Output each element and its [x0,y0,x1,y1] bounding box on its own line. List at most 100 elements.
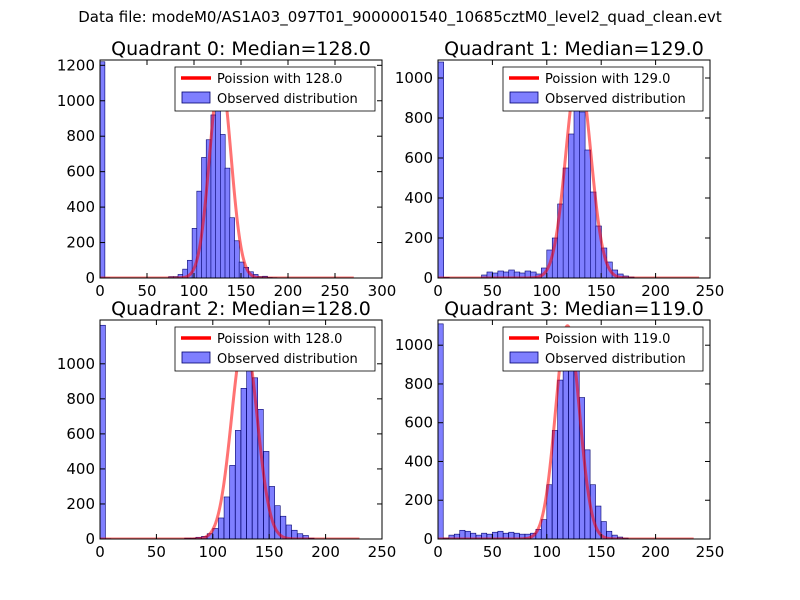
axes-frame [437,59,711,279]
poisson-curve [100,336,361,539]
x-tick-label: 150 [227,282,256,300]
histogram-bar [234,240,240,278]
y-tick-label: 400 [66,198,95,216]
legend-label-poisson: Poission with 119.0 [545,332,670,347]
x-tick-label: 200 [274,282,303,300]
axes-frame [437,319,711,540]
histogram-bar [229,465,236,539]
x-tick-label: 0 [95,543,105,561]
y-tick-label: 0 [85,269,95,287]
y-tick-label: 1000 [57,92,95,110]
y-tick-label: 200 [66,495,95,513]
x-tick-label: 0 [433,282,443,300]
y-tick-label: 1000 [395,336,433,354]
legend-frame [174,326,376,372]
histogram-bar [562,344,569,539]
x-tick-label: 200 [641,543,670,561]
histogram-bar [573,97,580,278]
x-tick-label: 250 [321,282,350,300]
x-tick-label: 50 [483,543,502,561]
legend-frame [174,66,376,112]
y-tick-label: 0 [423,530,433,548]
x-tick-label: 50 [483,282,502,300]
x-tick-label: 200 [641,282,670,300]
y-tick-label: 600 [66,163,95,181]
histogram-bar [220,134,226,278]
legend-frame [502,326,704,372]
y-tick-label: 200 [404,229,433,247]
subplot-quadrant-1: 0 50 100 150 200 250 0 200 400 600 800 1000 Quadrant… [395,38,725,300]
legend-label-poisson: Poission with 128.0 [217,332,342,347]
x-tick-label: 150 [255,543,284,561]
legend-label-observed: Observed distribution [545,92,686,107]
legend-label-poisson: Poission with 128.0 [217,72,342,87]
subplot-title: Quadrant 1: Median=129.0 [444,38,704,60]
subplot-quadrant-0: 0 50 100 150 200 250 300 0 200 400 600 800 1000 1200 Q… [57,38,397,300]
legend: Poission with 119.0 Observed distribution [502,326,704,372]
legend: Poission with 128.0 Observed distribution [174,326,376,372]
histogram-bar [438,61,444,278]
y-tick-label: 600 [66,425,95,443]
x-tick-label: 250 [368,543,397,561]
y-tick-label: 0 [423,269,433,287]
y-tick-label: 0 [85,530,95,548]
histogram-bar [579,111,586,278]
histogram-bar [229,217,235,278]
legend-frame [502,66,704,112]
subplot-title: Quadrant 3: Median=119.0 [444,298,704,320]
subplot-quadrant-2: 0 50 100 150 200 250 0 200 400 600 800 1000 Quadrant… [57,298,397,561]
y-tick-label: 800 [404,109,433,127]
legend-hist-swatch [509,351,539,364]
histogram-bar [100,61,106,278]
x-tick-label: 200 [311,543,340,561]
x-tick-label: 300 [368,282,397,300]
x-tick-label: 250 [696,543,725,561]
y-tick-label: 1000 [395,69,433,87]
histogram-bar [100,324,106,539]
legend-hist-swatch [181,351,211,364]
y-tick-label: 800 [404,375,433,393]
x-tick-label: 100 [180,282,209,300]
legend-label-poisson: Poission with 129.0 [545,72,670,87]
histogram-bar [235,430,242,539]
legend-label-observed: Observed distribution [217,352,358,367]
subplot-title: Quadrant 2: Median=128.0 [111,298,371,320]
y-tick-label: 400 [404,189,433,207]
legend: Poission with 128.0 Observed distribution [174,66,376,112]
x-tick-label: 150 [587,282,616,300]
y-tick-label: 800 [66,127,95,145]
legend-hist-swatch [181,91,211,104]
y-tick-label: 1000 [57,355,95,373]
y-tick-label: 200 [404,491,433,509]
legend-label-observed: Observed distribution [545,352,686,367]
y-tick-label: 1200 [57,56,95,74]
x-tick-label: 100 [532,282,561,300]
subplot-title: Quadrant 0: Median=128.0 [111,38,371,60]
x-tick-label: 250 [696,282,725,300]
histogram-bar [215,86,221,278]
axes-frame [99,319,383,540]
x-tick-label: 100 [532,543,561,561]
histogram-bar [223,496,230,539]
legend-label-observed: Observed distribution [217,92,358,107]
histogram-bar [438,323,444,539]
x-tick-label: 0 [433,543,443,561]
histogram-bar [224,167,231,278]
legend: Poission with 129.0 Observed distribution [502,66,704,112]
poisson-curve [438,68,701,278]
y-tick-label: 800 [66,390,95,408]
x-tick-label: 50 [137,282,156,300]
legend-hist-swatch [509,91,539,104]
histogram-bar [218,517,225,539]
histogram-bar [584,149,591,278]
y-tick-label: 400 [66,460,95,478]
histogram-bar [246,363,253,539]
figure-suptitle: Data file: modeM0/AS1A03_097T01_90000015… [78,8,722,26]
x-tick-label: 50 [147,543,166,561]
plot-area [100,324,361,539]
histogram-bar [238,261,245,278]
histogram-bar [557,379,564,539]
histogram-bar [568,133,575,278]
